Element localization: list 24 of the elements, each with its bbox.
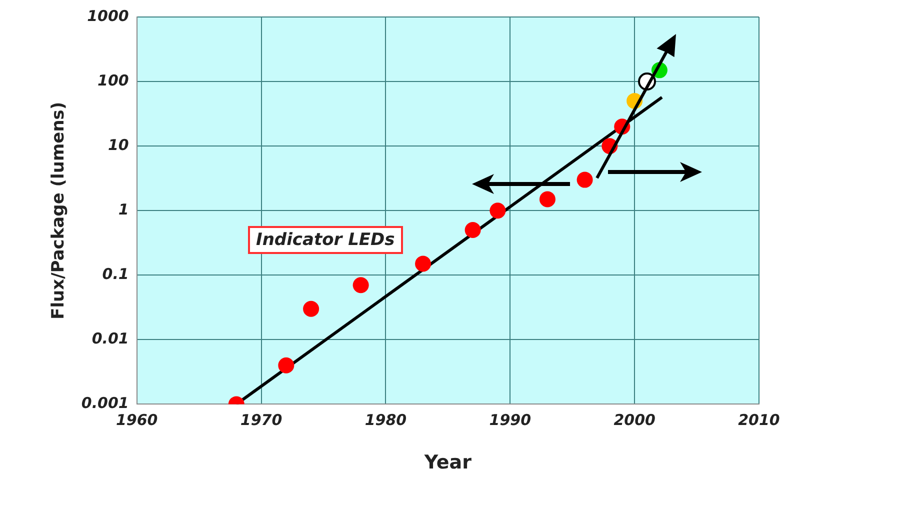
annotation: Indicator LEDs	[248, 226, 403, 254]
point	[576, 172, 593, 188]
x-tick-label: 1980	[364, 411, 407, 430]
x-axis-title: Year	[423, 452, 472, 474]
y-tick-label: 1	[118, 200, 129, 218]
x-tick-label: 1960	[116, 411, 158, 430]
x-tick-label: 1990	[489, 411, 532, 430]
x-tick-label: 1970	[240, 411, 282, 430]
y-tick-label: 10	[108, 136, 129, 154]
point	[352, 277, 369, 294]
y-tick-label: 1000	[87, 6, 129, 25]
y-tick-label: 0.001	[81, 394, 129, 412]
x-tick-label: 2010	[738, 411, 780, 430]
x-tick-label: 2000	[614, 411, 656, 430]
point	[415, 256, 432, 272]
y-tick-label: 0.1	[102, 265, 129, 284]
point	[303, 300, 320, 317]
point	[539, 191, 556, 208]
point	[278, 357, 294, 374]
y-axis-title: Flux/Package (lumens)	[48, 102, 69, 320]
point	[464, 222, 481, 238]
y-tick-label: 0.01	[92, 330, 129, 348]
point	[490, 202, 506, 219]
y-tick-label: 100	[98, 71, 129, 90]
